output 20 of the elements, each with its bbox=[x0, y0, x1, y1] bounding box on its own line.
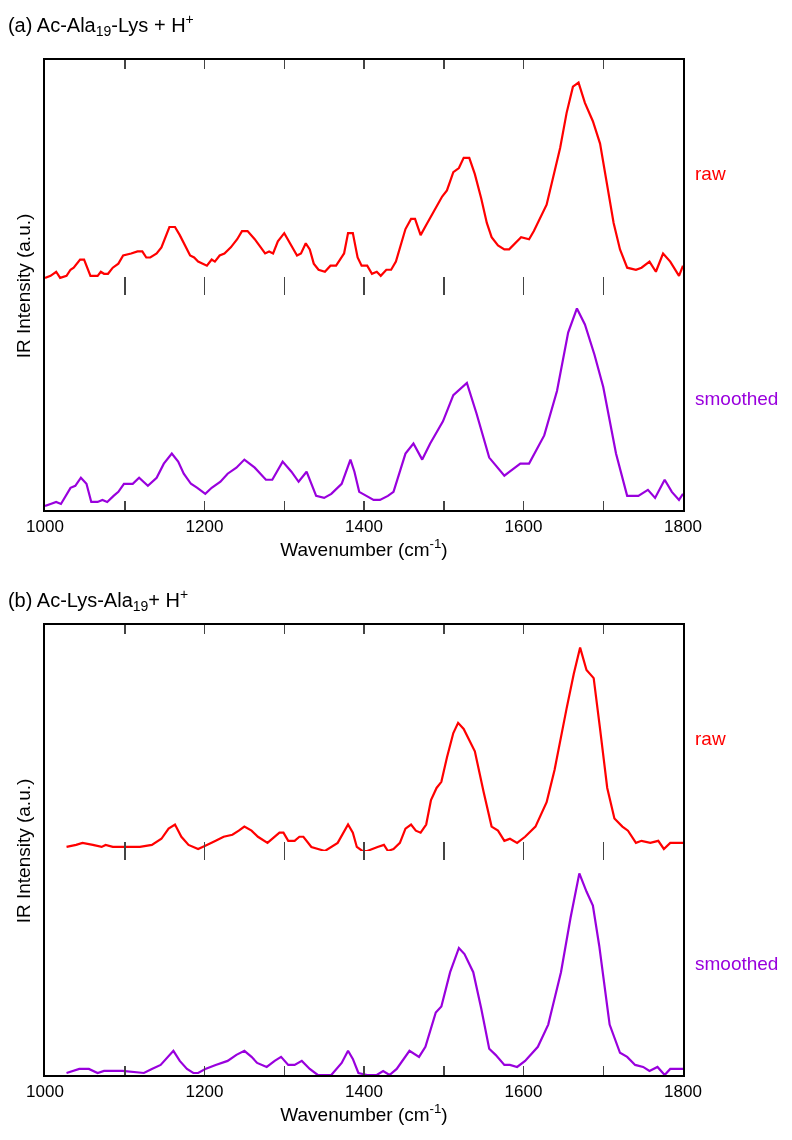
text: raw bbox=[695, 163, 726, 184]
text: smoothed bbox=[695, 953, 779, 974]
x-tick-label: 1600 bbox=[504, 1082, 543, 1102]
y-axis-title: IR Intensity (a.u.) bbox=[13, 778, 35, 924]
x-tick-label: 1200 bbox=[185, 1082, 224, 1102]
chart-title: (a) Ac-Ala$_{19}$-Lys + H$^{+}$ bbox=[7, 10, 194, 40]
text: smoothed bbox=[695, 388, 779, 409]
x-tick-label: 1000 bbox=[26, 517, 64, 537]
x-tick-label: 1800 bbox=[664, 1082, 702, 1102]
chart-title: (b) Ac-Lys-Ala$_{19}$+ H$^{+}$ bbox=[7, 585, 189, 615]
x-tick-label: 1600 bbox=[504, 517, 543, 537]
x-axis-title: Wavenumber (cm$^{-1}$) bbox=[280, 1101, 448, 1126]
x-tick-label: 1400 bbox=[345, 517, 383, 537]
x-axis-title: Wavenumber (cm$^{-1}$) bbox=[280, 536, 448, 561]
x-tick-label: 1800 bbox=[664, 517, 702, 537]
y-axis-title: IR Intensity (a.u.) bbox=[13, 213, 35, 359]
text: raw bbox=[695, 728, 726, 749]
x-tick-label: 1200 bbox=[185, 517, 224, 537]
x-tick-label: 1400 bbox=[345, 1082, 383, 1102]
x-tick-label: 1000 bbox=[26, 1082, 64, 1102]
